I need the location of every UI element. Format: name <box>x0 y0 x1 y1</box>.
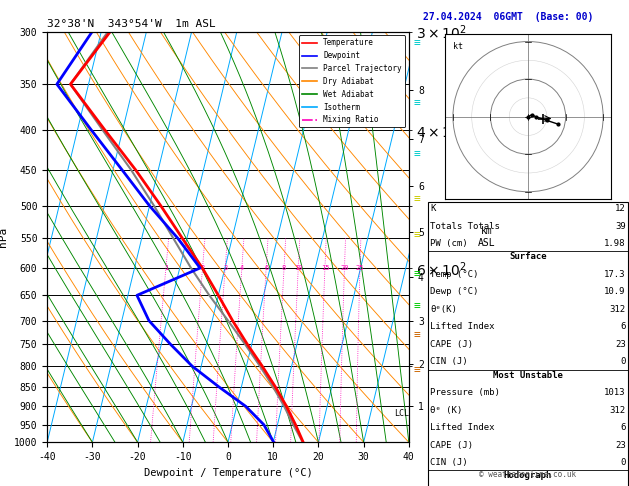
Text: ≡: ≡ <box>413 98 420 108</box>
Text: ≡: ≡ <box>413 38 420 48</box>
Text: 17.3: 17.3 <box>604 270 626 279</box>
Text: θᵉ(K): θᵉ(K) <box>430 305 457 314</box>
Text: θᵉ (K): θᵉ (K) <box>430 405 462 415</box>
Text: ≡: ≡ <box>413 330 420 340</box>
Legend: Temperature, Dewpoint, Parcel Trajectory, Dry Adiabat, Wet Adiabat, Isotherm, Mi: Temperature, Dewpoint, Parcel Trajectory… <box>299 35 405 127</box>
Text: Most Unstable: Most Unstable <box>493 370 563 380</box>
Text: 1.98: 1.98 <box>604 239 626 248</box>
Text: 10.9: 10.9 <box>604 287 626 296</box>
Text: 8: 8 <box>282 265 286 271</box>
Text: © weatheronline.co.uk: © weatheronline.co.uk <box>479 469 577 479</box>
Text: Surface: Surface <box>509 252 547 261</box>
Text: Totals Totals: Totals Totals <box>430 222 500 231</box>
Text: 312: 312 <box>610 405 626 415</box>
Text: ≡: ≡ <box>413 365 420 375</box>
Text: ≡: ≡ <box>413 301 420 311</box>
Text: Lifted Index: Lifted Index <box>430 322 495 331</box>
Text: PW (cm): PW (cm) <box>430 239 468 248</box>
Text: 6: 6 <box>620 423 626 432</box>
Text: 12: 12 <box>615 204 626 213</box>
Text: ≡: ≡ <box>413 149 420 159</box>
X-axis label: Dewpoint / Temperature (°C): Dewpoint / Temperature (°C) <box>143 468 313 478</box>
Text: ≡: ≡ <box>413 230 420 240</box>
Text: CIN (J): CIN (J) <box>430 357 468 366</box>
Text: 3: 3 <box>223 265 227 271</box>
Text: 23: 23 <box>615 440 626 450</box>
Text: 1013: 1013 <box>604 388 626 397</box>
Text: CAPE (J): CAPE (J) <box>430 440 473 450</box>
Text: 312: 312 <box>610 305 626 314</box>
Text: 4: 4 <box>240 265 244 271</box>
Text: 0: 0 <box>620 458 626 467</box>
Text: Lifted Index: Lifted Index <box>430 423 495 432</box>
Text: 27.04.2024  06GMT  (Base: 00): 27.04.2024 06GMT (Base: 00) <box>423 12 593 22</box>
Text: 39: 39 <box>615 222 626 231</box>
Text: LCL: LCL <box>394 409 409 418</box>
Text: K: K <box>430 204 436 213</box>
Text: 32°38'N  343°54'W  1m ASL: 32°38'N 343°54'W 1m ASL <box>47 19 216 30</box>
Y-axis label: hPa: hPa <box>0 227 8 247</box>
Text: 6: 6 <box>620 322 626 331</box>
Text: Dewp (°C): Dewp (°C) <box>430 287 479 296</box>
Text: 0: 0 <box>620 357 626 366</box>
Text: 20: 20 <box>340 265 348 271</box>
Text: ≡: ≡ <box>413 269 420 278</box>
Text: 6: 6 <box>264 265 269 271</box>
Text: 2: 2 <box>201 265 204 271</box>
Text: ≡: ≡ <box>413 194 420 204</box>
Text: Temp (°C): Temp (°C) <box>430 270 479 279</box>
Text: 23: 23 <box>615 340 626 349</box>
Text: Pressure (mb): Pressure (mb) <box>430 388 500 397</box>
Text: 25: 25 <box>356 265 364 271</box>
Text: CAPE (J): CAPE (J) <box>430 340 473 349</box>
Y-axis label: km
ASL: km ASL <box>478 226 496 248</box>
Text: 10: 10 <box>294 265 303 271</box>
Text: 1: 1 <box>164 265 168 271</box>
Text: 15: 15 <box>321 265 329 271</box>
Text: CIN (J): CIN (J) <box>430 458 468 467</box>
Text: kt: kt <box>453 41 463 51</box>
Text: Hodograph: Hodograph <box>504 471 552 480</box>
